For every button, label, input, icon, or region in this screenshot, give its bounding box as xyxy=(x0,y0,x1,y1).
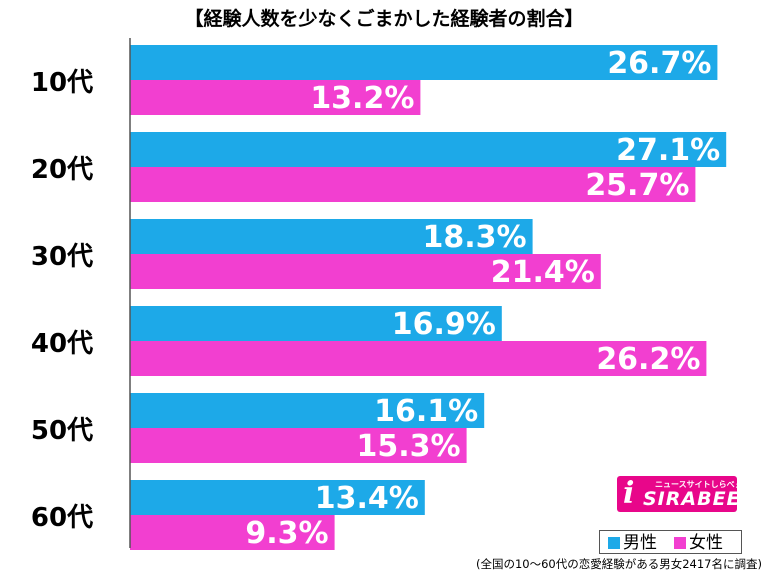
legend-label-female: 女性 xyxy=(689,533,723,553)
bar-value-label-female: 25.7% xyxy=(585,168,689,203)
bar-value-label-male: 26.7% xyxy=(607,46,711,81)
chart-title: 【経験人数を少なくごまかした経験者の割合】 xyxy=(184,8,584,30)
bar-male xyxy=(130,393,485,428)
bar-male xyxy=(130,306,502,341)
category-label: 30代 xyxy=(31,242,93,272)
bar-female xyxy=(130,80,421,115)
legend-item-female: 女性 xyxy=(674,531,723,555)
survey-footnote: (全国の10～60代の恋愛経験がある男女2417名に調査) xyxy=(475,557,762,571)
bar-value-label-female: 15.3% xyxy=(357,429,461,464)
bar-value-label-male: 18.3% xyxy=(423,220,527,255)
logo-i-icon: i xyxy=(623,476,635,511)
category-label: 60代 xyxy=(31,503,93,533)
bar-value-label-female: 9.3% xyxy=(245,516,328,551)
category-label: 20代 xyxy=(31,155,93,185)
bars-group: 10代 26.7% 13.2% 20代 27.1%25.7% 30代 18.3%21.4% 4… xyxy=(31,45,727,551)
bar-male xyxy=(130,219,533,254)
bar-male xyxy=(130,132,727,167)
legend-label-male: 男性 xyxy=(623,533,657,553)
sirabee-logo: i ニュースサイトしらべぇ SIRABEE xyxy=(617,476,743,512)
legend-swatch-female xyxy=(674,537,686,549)
legend: 男性 女性 xyxy=(599,530,742,554)
category-label: 50代 xyxy=(31,416,93,446)
bar-value-label-female: 26.2% xyxy=(596,342,700,377)
category-label: 10代 xyxy=(31,68,93,98)
bar-female xyxy=(130,341,707,376)
bar-female xyxy=(130,428,467,463)
bar-female xyxy=(130,167,696,202)
bar-male xyxy=(130,45,718,80)
bar-value-label-female: 13.2% xyxy=(310,81,414,116)
legend-item-male: 男性 xyxy=(608,531,657,555)
bar-value-label-male: 16.9% xyxy=(392,307,496,342)
category-label: 40代 xyxy=(31,329,93,359)
bar-value-label-male: 16.1% xyxy=(374,394,478,429)
bar-female xyxy=(130,515,335,550)
bar-value-label-female: 21.4% xyxy=(491,255,595,290)
logo-name: SIRABEE xyxy=(643,488,741,510)
bar-value-label-male: 27.1% xyxy=(616,133,720,168)
bar-female xyxy=(130,254,601,289)
bar-male xyxy=(130,480,425,515)
bar-value-label-male: 13.4% xyxy=(315,481,419,516)
logo-tagline: ニュースサイトしらべぇ xyxy=(655,480,743,489)
legend-swatch-male xyxy=(608,537,620,549)
